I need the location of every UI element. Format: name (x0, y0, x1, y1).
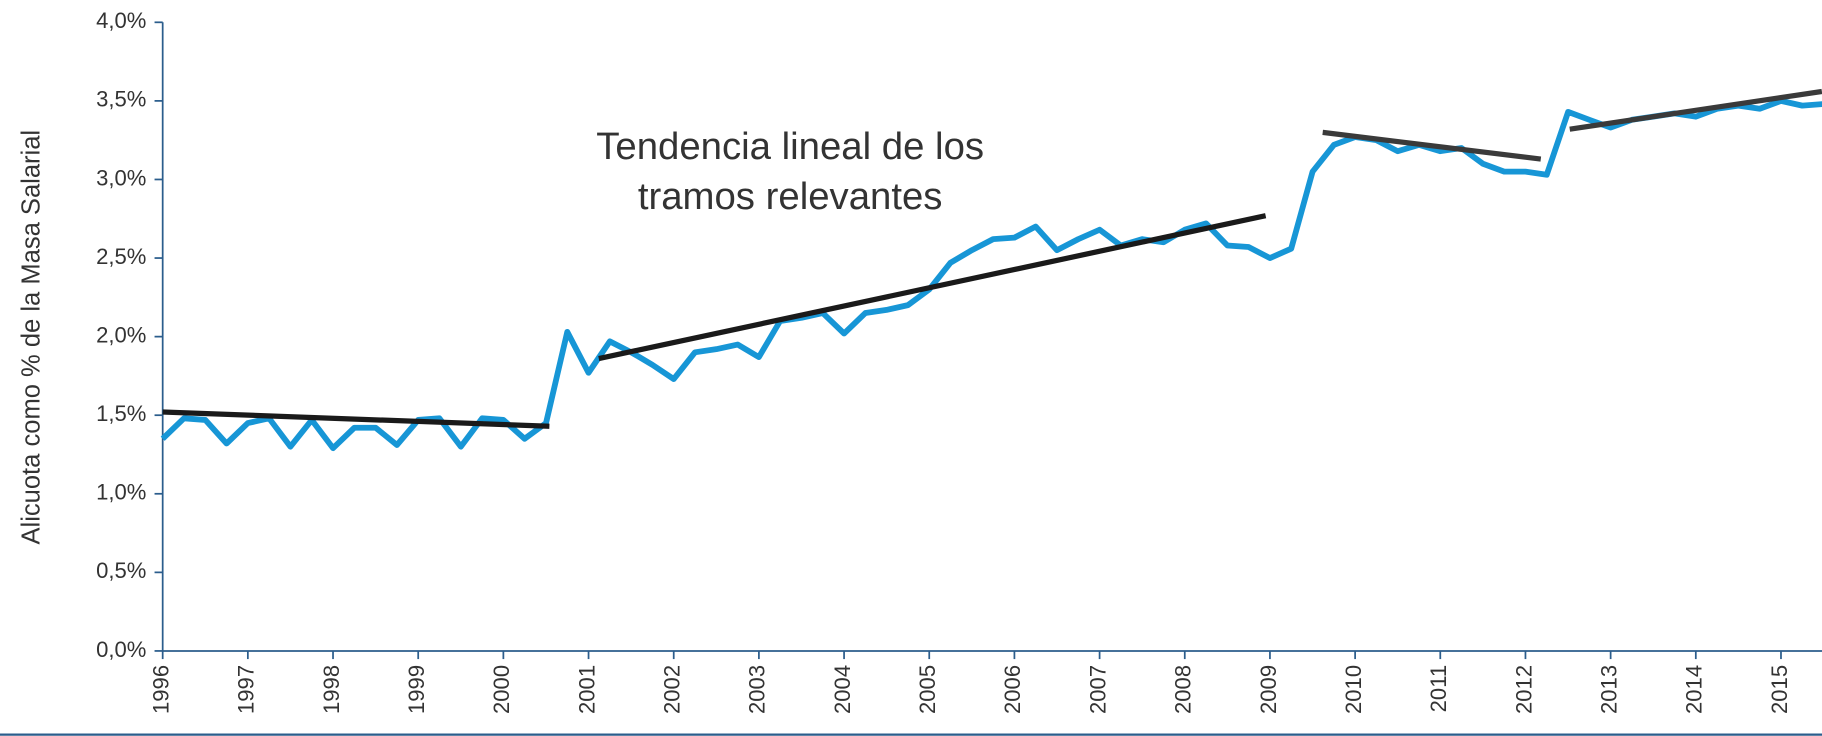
x-tick-label: 2013 (1596, 665, 1621, 714)
x-tick-label: 1999 (404, 665, 429, 714)
x-tick-label: 2003 (745, 665, 770, 714)
x-tick-label: 2008 (1171, 665, 1196, 714)
x-tick-label: 1998 (319, 665, 344, 714)
y-tick-label: 1,5% (96, 401, 146, 426)
x-tick-label: 2000 (489, 665, 514, 714)
x-tick-label: 2005 (915, 665, 940, 714)
x-tick-label: 2007 (1085, 665, 1110, 714)
annotation: Tendencia lineal de los (596, 125, 984, 168)
y-tick-label: 2,5% (96, 244, 146, 269)
x-tick-label: 2001 (574, 665, 599, 714)
x-tick-label: 2014 (1682, 665, 1707, 714)
trend-line (598, 213, 1267, 362)
y-tick-label: 0,0% (96, 637, 146, 662)
y-tick-label: 1,0% (96, 480, 146, 505)
y-tick-label: 3,5% (96, 87, 146, 112)
x-tick-label: 1997 (234, 665, 259, 714)
x-tick-label: 2009 (1256, 665, 1281, 714)
data-line (160, 97, 1822, 452)
x-tick-label: 2015 (1767, 665, 1792, 714)
x-tick-label: 2012 (1511, 665, 1536, 714)
x-tick-label: 1996 (149, 665, 174, 714)
trend-line (162, 409, 550, 429)
trend-line (1569, 88, 1822, 132)
y-tick-label: 4,0% (96, 8, 146, 33)
x-tick-label: 2002 (660, 665, 685, 714)
y-axis-label: Alicuota como % de la Masa Salarial (17, 130, 45, 545)
y-tick-label: 3,0% (96, 165, 146, 190)
x-tick-label: 2010 (1341, 665, 1366, 714)
x-tick-label: 2011 (1426, 665, 1451, 712)
x-tick-label: 2004 (830, 665, 855, 714)
trend-line (1322, 129, 1542, 162)
x-tick-label: 2006 (1000, 665, 1025, 714)
y-tick-label: 0,5% (96, 558, 146, 583)
annotation: tramos relevantes (638, 175, 943, 218)
y-tick-label: 2,0% (96, 322, 146, 347)
